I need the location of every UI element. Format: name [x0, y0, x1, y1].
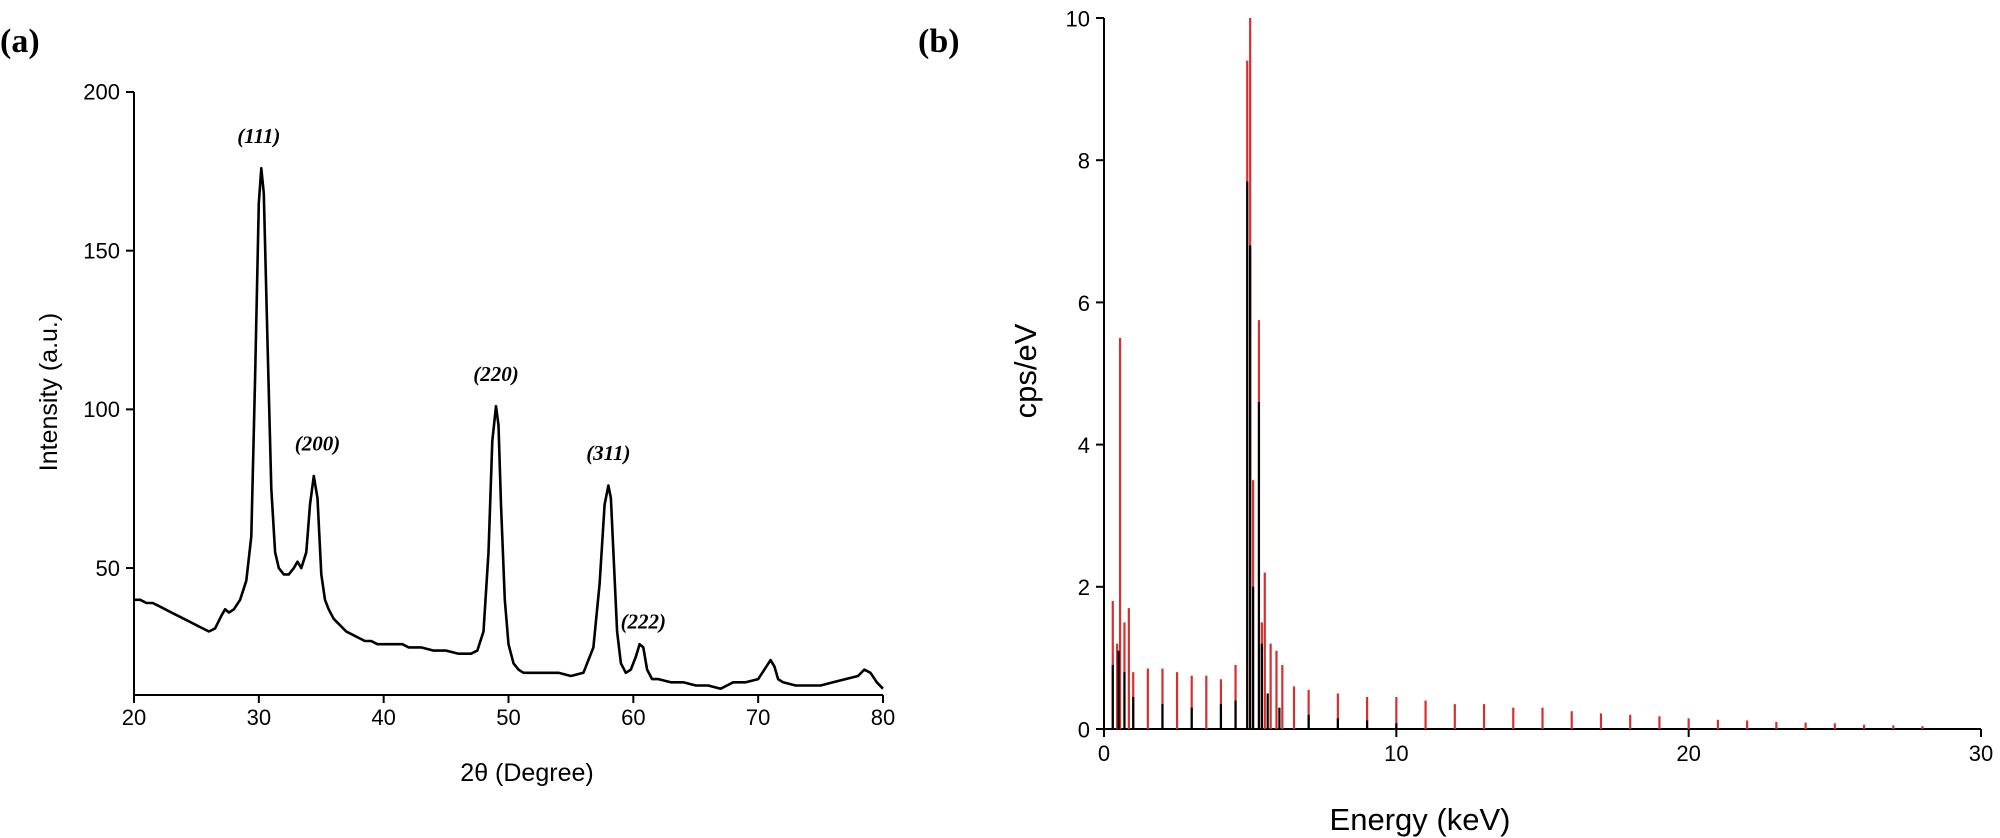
panel-a-x-tick-label: 20 [122, 705, 146, 730]
panel-a-peak-label: (220) [473, 362, 519, 386]
panel-a-peak-labels: (111) (200) (220) (311) (222) [237, 124, 666, 634]
panel-b-red-series [1111, 18, 1924, 729]
panel-a-axes [133, 92, 883, 696]
panel-a-peak-label: (111) [237, 124, 280, 148]
panel-b-label: (b) [918, 23, 960, 60]
panel-a-peak-label: (200) [295, 432, 341, 456]
panel-a-peak-label: (311) [586, 441, 630, 465]
panel-b-ticks: 0 10 20 30 0 2 4 6 8 10 [1066, 6, 1994, 766]
panel-b-y-tick-label: 6 [1078, 291, 1090, 316]
panel-a-x-tick-label: 30 [247, 705, 271, 730]
panel-b-y-tick-label: 8 [1078, 149, 1090, 174]
panel-a-x-axis-title: 2θ (Degree) [460, 759, 593, 787]
panel-b-axes [1103, 18, 1981, 730]
panel-a-y-tick-label: 50 [96, 556, 120, 581]
panel-a-x-tick-label: 40 [371, 705, 395, 730]
panel-a-y-tick-label: 100 [83, 397, 120, 422]
panel-b-y-axis-title: cps/eV [1008, 323, 1043, 418]
panel-a-series [134, 166, 884, 690]
panel-b-x-tick-label: 10 [1384, 741, 1408, 766]
panel-b-x-tick-label: 30 [1969, 741, 1993, 766]
panel-b-x-tick-label: 0 [1098, 741, 1110, 766]
panel-b-eds-chart: (b) 0 10 20 30 0 2 4 6 8 10 Energy (keV) cps/eV [918, 6, 1993, 837]
panel-a-peak-label: (222) [621, 609, 667, 633]
panel-a-ticks: 20 30 40 50 60 70 80 50 100 150 200 [83, 80, 895, 730]
panel-b-x-axis-title: Energy (keV) [1330, 802, 1511, 837]
panel-a-y-tick-label: 200 [83, 80, 120, 105]
panel-a-label: (a) [0, 23, 40, 60]
panel-b-y-tick-label: 4 [1078, 433, 1090, 458]
panel-b-y-tick-label: 2 [1078, 575, 1090, 600]
panel-b-series [1111, 18, 1924, 729]
panel-b-black-series [1111, 181, 1398, 729]
panel-a-x-tick-label: 50 [496, 705, 520, 730]
panel-a-series-line [134, 166, 884, 690]
panel-a-y-axis-title: Intensity (a.u.) [35, 313, 63, 471]
panel-b-y-tick-label: 10 [1066, 6, 1090, 31]
panel-a-x-tick-label: 80 [871, 705, 895, 730]
panel-b-x-tick-label: 20 [1676, 741, 1700, 766]
panel-a-xrd-chart: (a) 20 30 40 50 60 70 80 50 100 150 200 (111) (200)… [0, 23, 895, 787]
panel-a-y-tick-label: 150 [83, 238, 120, 263]
panel-a-x-tick-label: 60 [621, 705, 645, 730]
panel-b-y-tick-label: 0 [1078, 717, 1090, 742]
panel-a-x-tick-label: 70 [746, 705, 770, 730]
